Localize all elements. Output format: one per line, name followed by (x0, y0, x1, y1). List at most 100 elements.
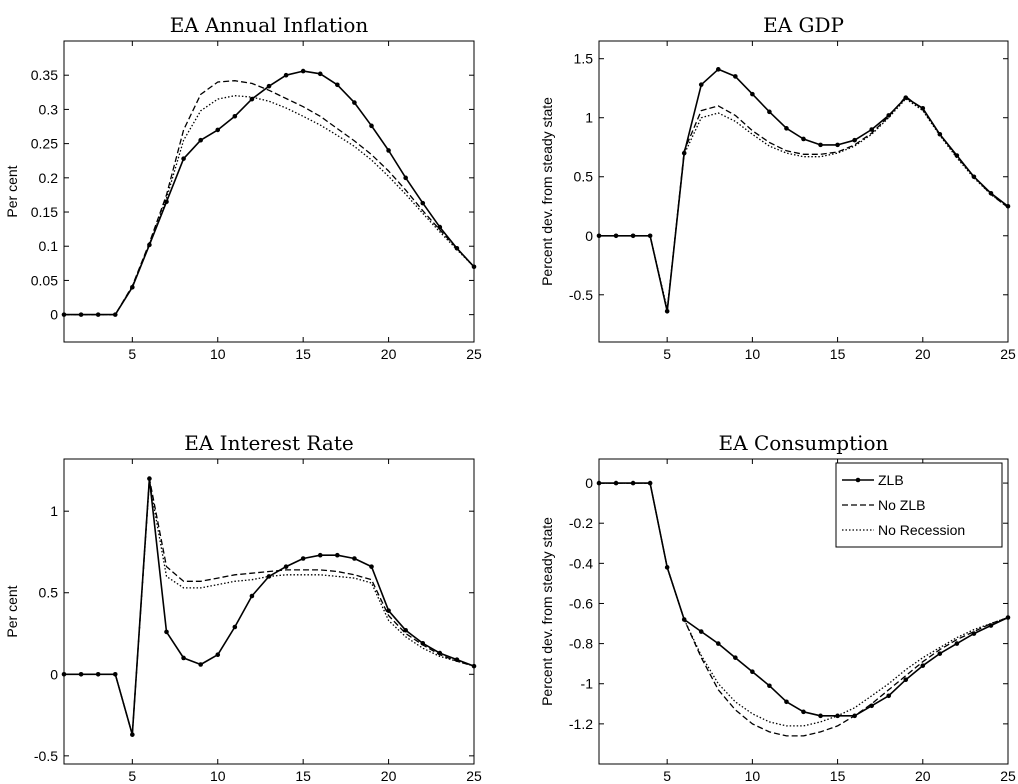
series-line (599, 68, 1009, 313)
data-point (869, 703, 874, 709)
data-point (733, 655, 738, 660)
plot-frame (598, 40, 1009, 343)
data-point (988, 623, 994, 628)
data-point (352, 556, 357, 561)
data-point (369, 564, 374, 569)
data-point (920, 105, 926, 111)
data-point (283, 72, 289, 78)
x-tick-label: 25 (1000, 768, 1016, 784)
data-point (95, 312, 101, 317)
x-tick-label: 5 (663, 768, 671, 784)
y-tick-label: -0.4 (569, 555, 593, 571)
data-point (818, 713, 823, 719)
data-point (954, 153, 960, 158)
data-point (147, 242, 152, 248)
chart-title: EA Interest Rate (184, 431, 353, 455)
series-line (64, 481, 475, 736)
data-point (112, 671, 118, 677)
data-point (335, 552, 340, 558)
data-point (386, 148, 391, 153)
x-tick-label: 10 (210, 768, 226, 784)
series-zlb (596, 480, 1011, 719)
data-point (403, 175, 408, 181)
chart-panel-3: EA Interest Rate Per cent 5 10 15 20 25 -0.5 0 0.… (4, 431, 482, 784)
data-point (767, 109, 772, 115)
data-point (681, 617, 687, 622)
data-point (630, 233, 636, 239)
data-point (386, 608, 391, 613)
y-tick-label: 0.1 (39, 238, 59, 254)
chart-title: EA GDP (763, 13, 844, 37)
data-point (249, 96, 255, 102)
series-no-recession (64, 481, 475, 736)
legend: ZLB No ZLB No Recession (835, 462, 1003, 548)
x-tick-label: 15 (830, 768, 846, 784)
data-point (835, 142, 840, 148)
x-tick-label: 5 (663, 346, 671, 362)
data-point (198, 137, 203, 143)
series-line (64, 95, 475, 316)
data-point (954, 641, 960, 646)
data-point (835, 713, 840, 719)
chart-panel-1: EA Annual Inflation Per cent 5 10 15 20 25 0 0.0… (4, 13, 482, 362)
x-tick-label: 10 (210, 346, 226, 362)
y-tick-label: 0.15 (31, 204, 58, 220)
data-point (664, 309, 670, 314)
data-point (471, 264, 477, 270)
x-tick-label: 5 (128, 346, 136, 362)
y-axis-label: Per cent (4, 165, 20, 217)
y-tick-label: -0.5 (34, 748, 58, 764)
data-point (937, 651, 943, 656)
data-point (596, 233, 602, 239)
data-point (664, 565, 670, 570)
data-point (147, 476, 152, 481)
data-point (232, 113, 238, 119)
data-point (130, 284, 135, 290)
data-point (613, 233, 619, 239)
data-point (164, 199, 169, 205)
series-line (64, 70, 475, 316)
data-point (454, 245, 460, 251)
data-point (283, 564, 289, 569)
plot-frame (63, 458, 475, 765)
y-tick-label: -0.5 (569, 287, 593, 303)
y-tick-label: -0.2 (569, 515, 593, 531)
series-zlb (596, 67, 1011, 314)
data-point (369, 123, 374, 129)
data-point (352, 100, 357, 105)
y-axis-label: Percent dev. from steady state (539, 517, 555, 706)
series-line (64, 477, 475, 736)
series-line (599, 98, 1009, 310)
data-point (767, 683, 772, 689)
data-point (181, 156, 186, 161)
x-tick-label: 25 (466, 346, 482, 362)
data-point (681, 150, 687, 156)
data-point (613, 480, 619, 486)
data-point (971, 631, 977, 636)
plot-frame (598, 458, 1009, 765)
series-line (64, 477, 475, 736)
data-point (920, 663, 926, 668)
y-tick-label: 0 (585, 475, 593, 491)
x-tick-label: 20 (915, 346, 931, 362)
series-zlb (61, 68, 477, 317)
data-point (403, 627, 408, 633)
y-axis-label: Per cent (4, 585, 20, 637)
data-point (215, 127, 221, 133)
y-tick-label: 0 (50, 666, 58, 682)
chart-title: EA Annual Inflation (170, 13, 369, 37)
y-tick-label: 1 (585, 110, 593, 126)
data-point (1005, 203, 1011, 209)
data-point (971, 174, 977, 180)
x-tick-label: 15 (295, 346, 311, 362)
data-point (335, 82, 340, 88)
series-no-recession (599, 98, 1009, 310)
y-tick-label: 0.25 (31, 136, 58, 152)
y-tick-label: 0.5 (39, 585, 59, 601)
legend-label: No Recession (878, 522, 965, 538)
series-no-recession (64, 95, 475, 316)
data-point (112, 312, 118, 317)
data-point (596, 480, 602, 486)
